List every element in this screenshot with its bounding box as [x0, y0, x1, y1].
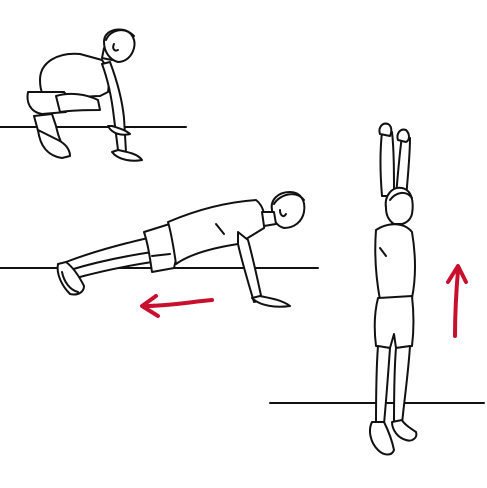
arrow-up-icon: [446, 264, 468, 338]
plank-figure-icon: [56, 191, 306, 308]
squatting-figure-icon: [26, 28, 143, 162]
jumping-figure-icon: [369, 122, 418, 456]
arrow-left-icon: [140, 294, 214, 318]
